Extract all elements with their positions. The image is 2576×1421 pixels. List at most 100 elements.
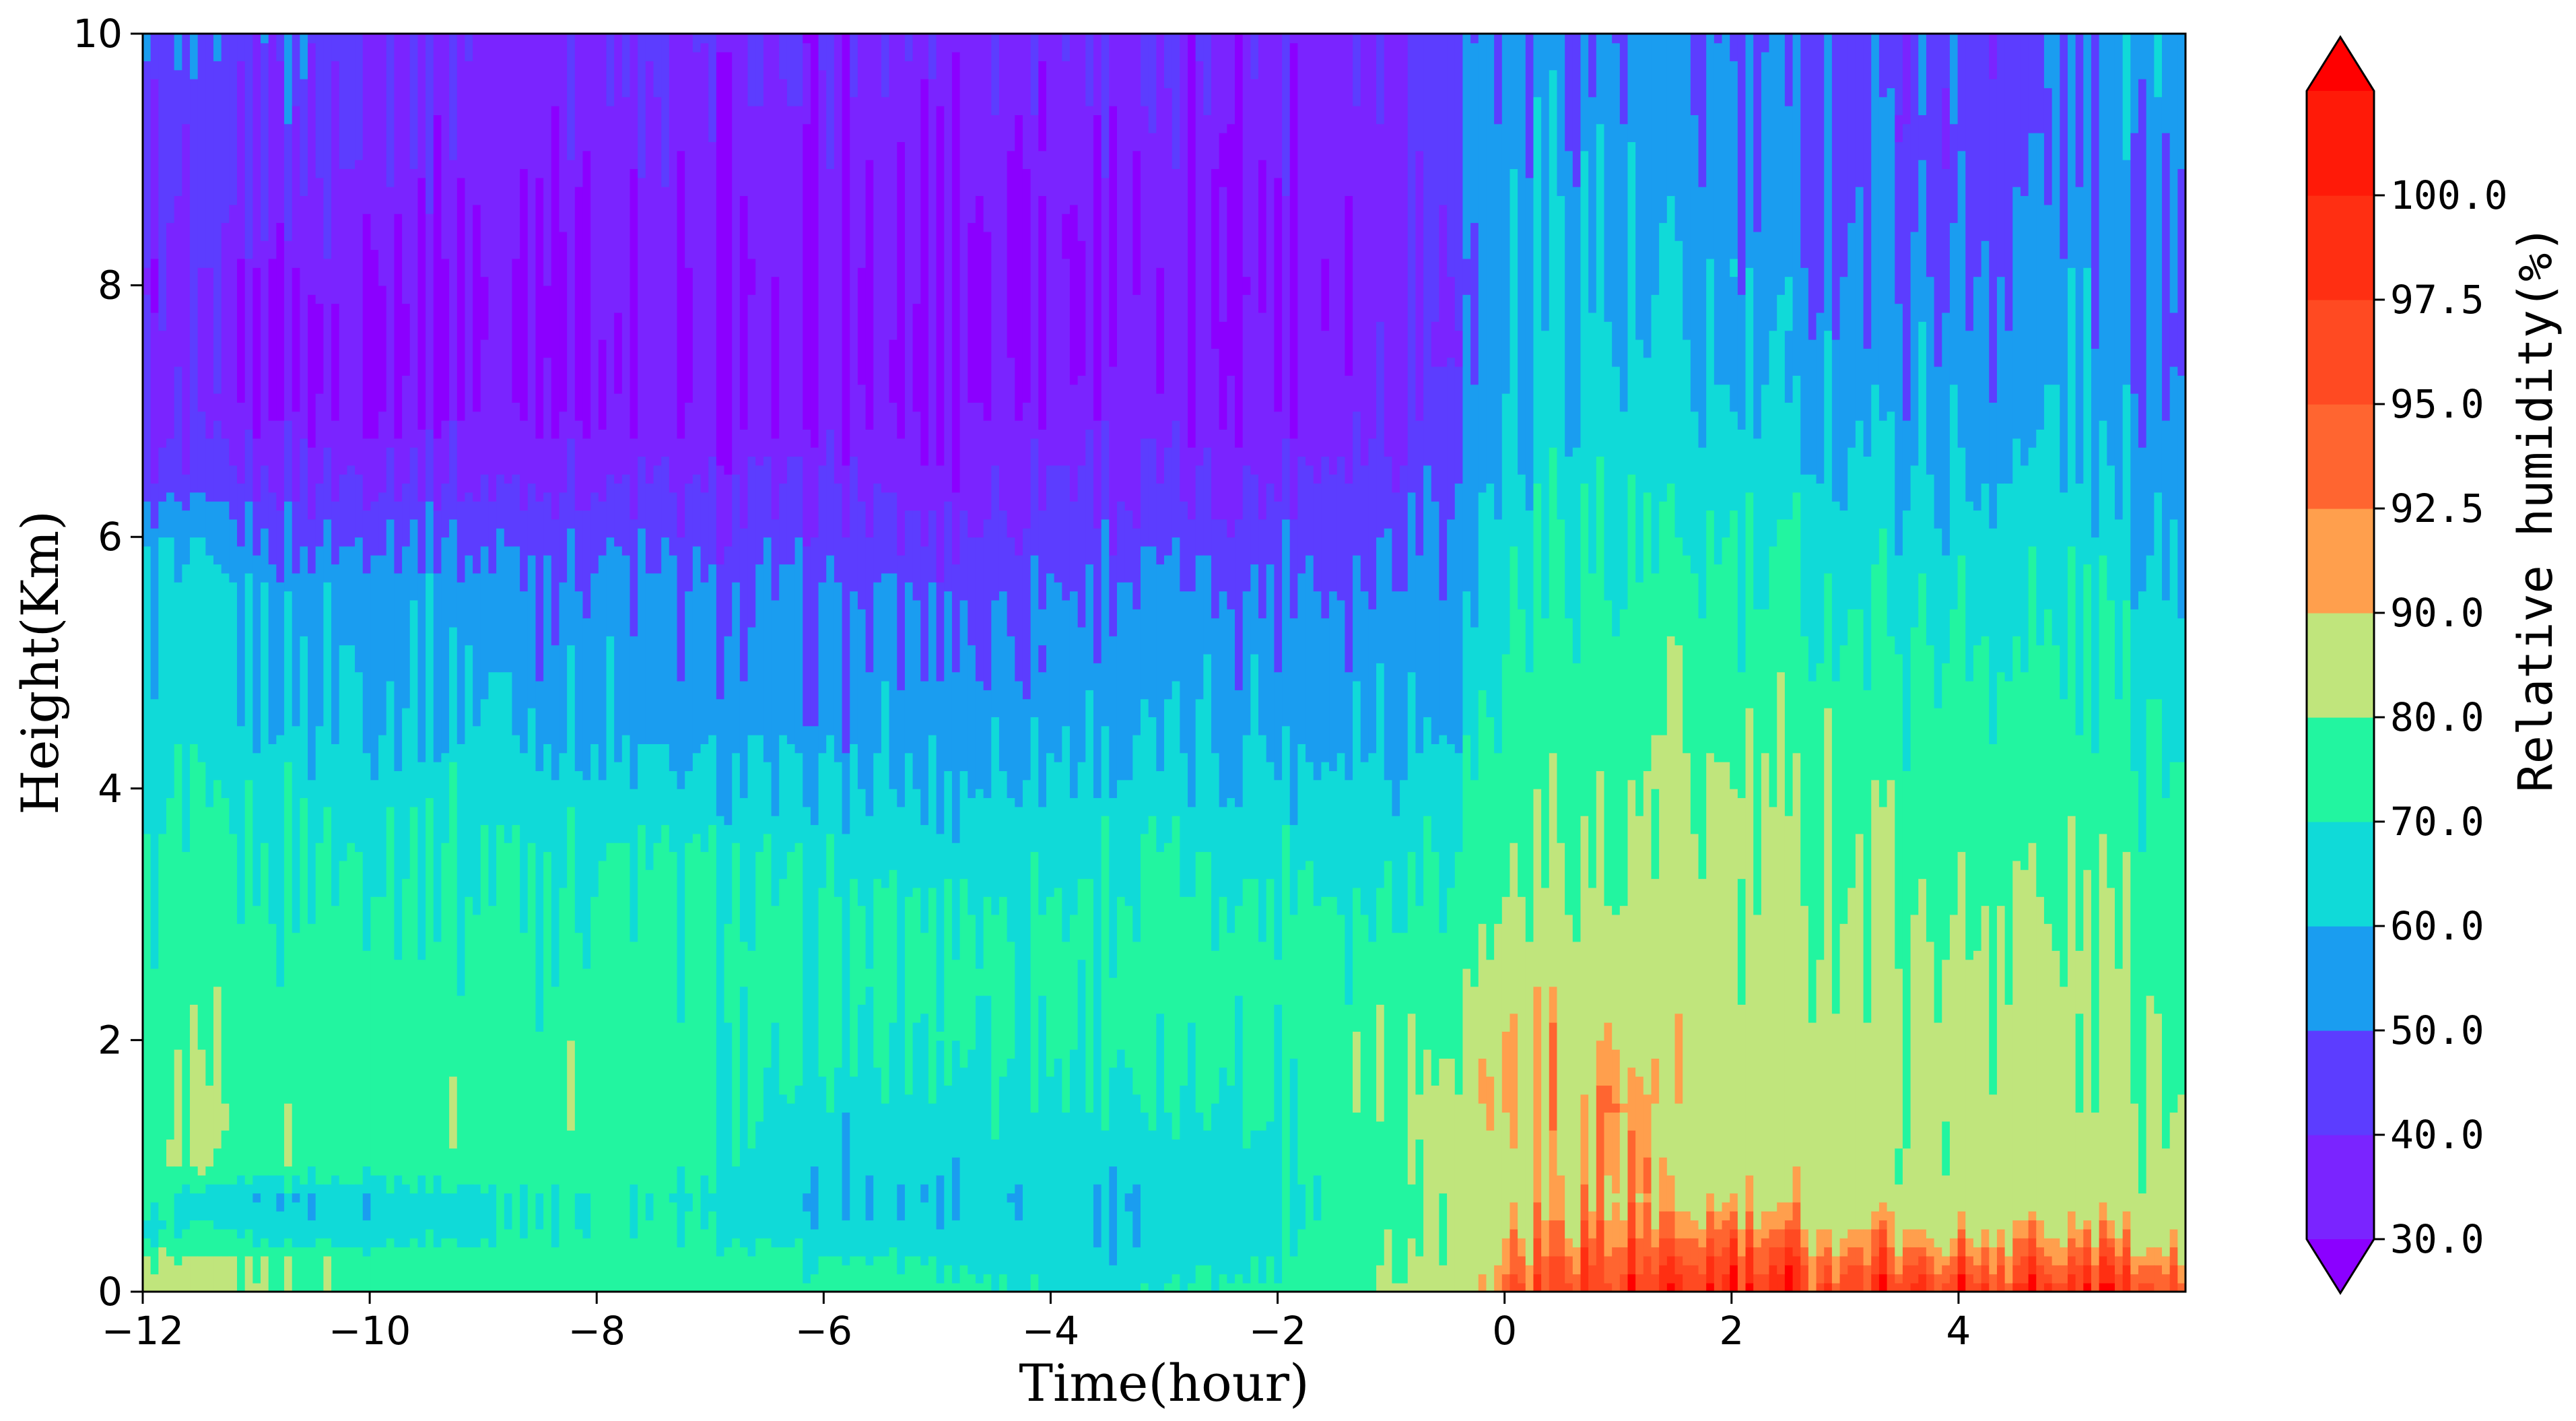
field-cell — [1588, 1264, 1597, 1292]
field-cell — [1470, 626, 1479, 781]
field-cell — [244, 779, 254, 1185]
field-cell — [685, 591, 693, 772]
field-cell — [205, 806, 214, 1086]
colorbar-tick-label: 92.5 — [2390, 486, 2484, 531]
field-cell — [284, 1166, 293, 1194]
field-cell — [574, 186, 584, 421]
field-cell — [598, 339, 607, 430]
field-cell — [426, 213, 434, 430]
field-cell — [1376, 1121, 1385, 1265]
field-cell — [166, 1255, 175, 1292]
field-cell — [150, 78, 160, 259]
field-cell — [362, 1166, 372, 1194]
field-cell — [1148, 546, 1157, 717]
field-cell — [1934, 527, 1943, 708]
field-cell — [834, 581, 843, 762]
field-cell — [2138, 447, 2147, 592]
field-cell — [1651, 34, 1660, 295]
field-cell — [1038, 34, 1047, 61]
field-cell — [1132, 734, 1141, 942]
field-cell — [794, 34, 804, 106]
field-cell — [1510, 1013, 1519, 1149]
field-cell — [1478, 1058, 1487, 1104]
field-cell — [724, 635, 733, 826]
field-cell — [897, 141, 906, 439]
field-cell — [1407, 1237, 1417, 1292]
field-cell — [873, 34, 882, 484]
field-cell — [1015, 806, 1023, 1185]
field-cell — [991, 1139, 1000, 1292]
field-cell — [1934, 366, 1943, 529]
field-cell — [834, 896, 843, 1068]
field-cell — [402, 34, 411, 304]
field-cell — [944, 591, 953, 772]
field-cell — [1777, 1247, 1786, 1275]
field-cell — [669, 1193, 678, 1203]
field-cell — [2130, 1102, 2139, 1257]
field-cell — [488, 671, 498, 906]
field-cell — [268, 743, 277, 924]
field-cell — [386, 34, 395, 187]
field-cell — [1266, 878, 1275, 1122]
field-cell — [1604, 1282, 1613, 1292]
field-cell — [2122, 599, 2132, 853]
field-cell — [1831, 339, 1841, 502]
field-cell — [1753, 1274, 1762, 1292]
field-cell — [716, 564, 725, 700]
field-cell — [1101, 177, 1110, 421]
field-cell — [865, 537, 875, 673]
field-cell — [818, 465, 827, 583]
field-cell — [456, 1247, 466, 1292]
field-cell — [2169, 761, 2179, 1113]
field-cell — [1580, 1247, 1590, 1292]
field-cell — [1887, 88, 1896, 412]
field-cell — [1651, 1102, 1660, 1230]
field-cell — [1604, 599, 1613, 906]
field-cell — [1439, 599, 1448, 735]
field-cell — [323, 258, 332, 448]
field-cell — [1580, 483, 1590, 816]
field-cell — [1666, 1237, 1676, 1257]
field-cell — [323, 806, 332, 1185]
field-cell — [1816, 1282, 1825, 1292]
field-cell — [1627, 1067, 1637, 1131]
field-cell — [1730, 1193, 1738, 1212]
field-cell — [732, 581, 741, 754]
field-cell — [1415, 1139, 1424, 1257]
field-cell — [912, 510, 922, 601]
field-cell — [1274, 34, 1283, 178]
field-cell — [904, 752, 914, 897]
field-cell — [716, 1255, 725, 1292]
field-cell — [1848, 608, 1856, 888]
field-cell — [2114, 968, 2124, 1238]
field-cell — [1518, 1255, 1526, 1284]
field-cell — [1895, 1183, 1903, 1257]
field-cell — [865, 1264, 875, 1292]
field-cell — [1203, 653, 1212, 853]
field-cell — [1619, 905, 1629, 1104]
field-cell — [551, 34, 560, 106]
field-cell — [881, 1255, 890, 1292]
field-cell — [190, 1220, 199, 1257]
field-cell — [1918, 878, 1927, 1230]
field-cell — [1164, 88, 1173, 448]
field-cell — [2075, 1228, 2084, 1248]
field-cell — [237, 923, 246, 1176]
field-cell — [1306, 34, 1314, 466]
field-cell — [826, 833, 835, 1113]
field-cell — [1062, 599, 1071, 727]
field-cell — [1643, 34, 1652, 358]
field-cell — [1116, 34, 1126, 502]
field-cell — [779, 483, 788, 565]
field-cell — [1518, 608, 1526, 897]
field-cell — [889, 34, 898, 340]
field-cell — [1258, 941, 1267, 1131]
field-cell — [1572, 663, 1582, 942]
field-cell — [1800, 905, 1809, 1230]
field-cell — [857, 384, 867, 502]
field-cell — [535, 680, 545, 772]
field-cell — [1533, 986, 1543, 1203]
field-cell — [221, 1102, 230, 1131]
field-cell — [614, 842, 623, 1292]
field-cell — [417, 1175, 426, 1248]
